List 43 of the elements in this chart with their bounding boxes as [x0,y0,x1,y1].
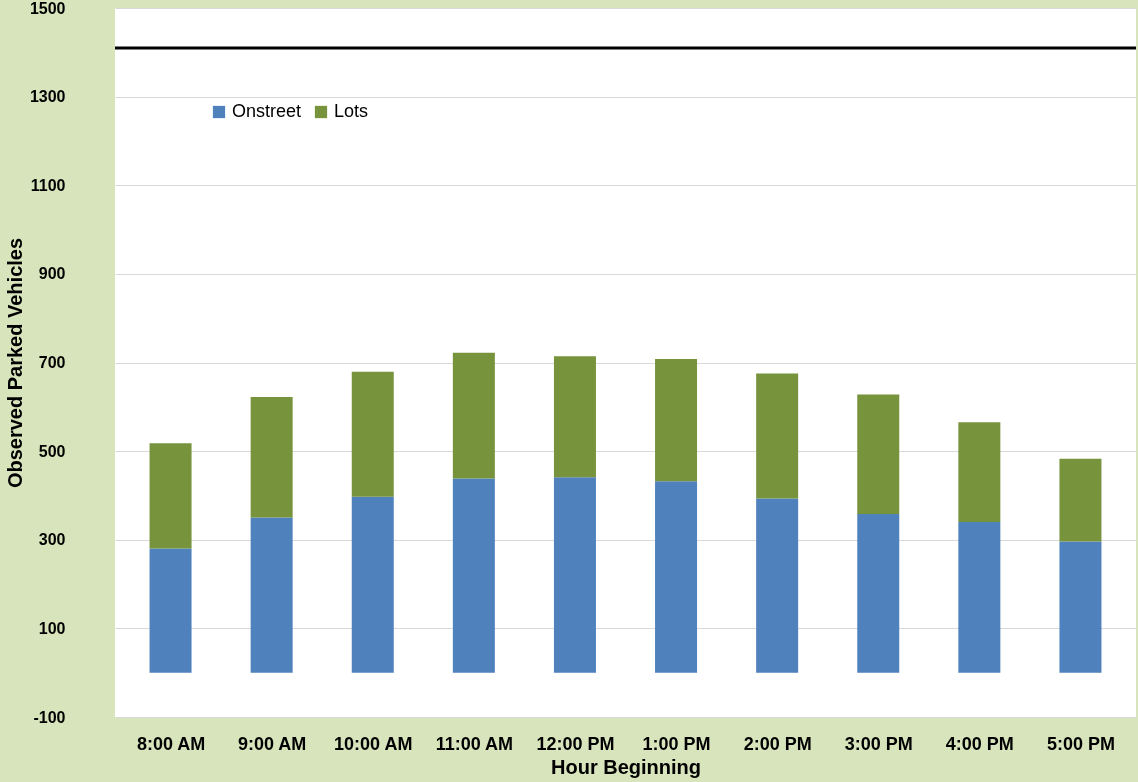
bar [250,397,293,518]
x-tick-label: 4:00 PM [945,733,1014,754]
bar [452,352,495,479]
y-tick-label: 1100 [30,176,66,194]
legend-label: Lots [334,101,369,121]
bar [958,522,1001,673]
bar [553,477,596,673]
x-tick-label: 5:00 PM [1046,733,1115,754]
x-tick-label: 11:00 AM [435,733,514,754]
x-tick-label: 2:00 PM [743,733,812,754]
y-tick-label: 1300 [29,88,66,106]
x-tick-label: 1:00 PM [642,733,711,754]
x-tick-label: 12:00 PM [536,733,615,754]
bar [250,517,293,673]
x-tick-label: 9:00 AM [237,733,307,754]
x-tick-label: 8:00 AM [136,733,206,754]
y-tick-label: 500 [38,442,66,460]
y-tick-label: 300 [38,531,66,549]
y-tick-label: 700 [38,354,66,371]
x-tick-label: 10:00 AM [334,733,413,754]
bar [857,514,900,673]
y-tick-label: 100 [38,619,66,637]
x-axis-title: Hour Beginning [551,755,701,778]
bar [655,358,698,482]
bar [655,481,698,673]
bar [1059,458,1102,542]
bar [1059,541,1102,673]
bar [958,422,1001,523]
bar [756,373,799,499]
y-tick-label: 1500 [29,0,66,17]
legend-label: Onstreet [232,101,302,121]
bar [149,443,192,549]
y-tick-label: -100 [33,708,66,726]
bar [452,478,495,673]
bar [857,394,900,515]
bar [149,548,192,673]
bar [351,496,394,673]
y-axis-title: Observed Parked Vehicles [3,237,26,489]
bar [351,371,394,497]
bar [553,356,596,478]
x-tick-label: 3:00 PM [844,733,913,754]
y-tick-label: 900 [38,265,66,283]
bar [756,498,799,673]
